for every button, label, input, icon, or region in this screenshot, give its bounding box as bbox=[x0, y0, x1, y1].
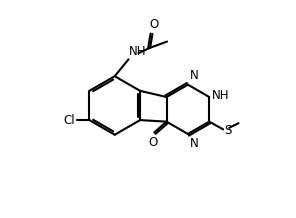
Text: NH: NH bbox=[129, 45, 147, 58]
Text: N: N bbox=[189, 137, 198, 150]
Text: Cl: Cl bbox=[63, 114, 75, 127]
Text: S: S bbox=[225, 124, 232, 137]
Text: N: N bbox=[189, 69, 198, 82]
Text: O: O bbox=[148, 136, 157, 149]
Text: O: O bbox=[149, 18, 159, 31]
Text: NH: NH bbox=[212, 89, 230, 102]
